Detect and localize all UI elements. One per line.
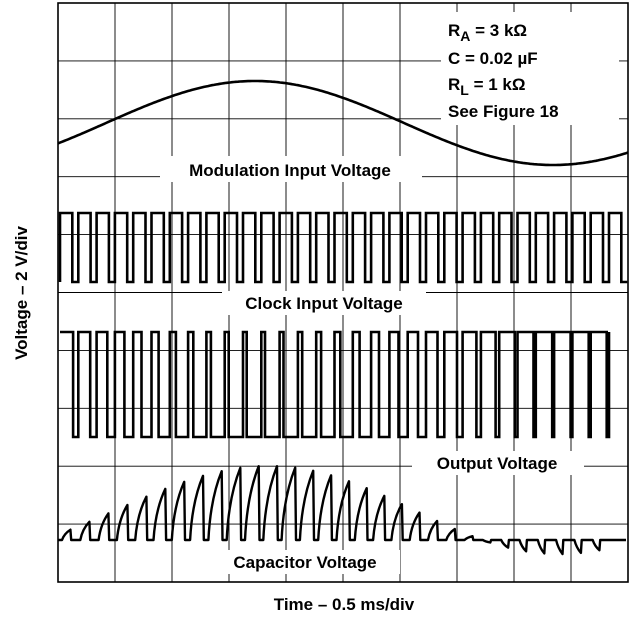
capacitor-waveform	[58, 465, 626, 556]
series-label-clock: Clock Input Voltage	[245, 294, 402, 313]
annotation-rl: RL = 1 kΩ	[448, 75, 525, 98]
modulation-input-waveform	[57, 79, 629, 167]
annotation-capacitance: C = 0.02 µF	[448, 49, 538, 68]
series-label-capacitor: Capacitor Voltage	[233, 553, 376, 572]
output-waveform	[60, 330, 611, 439]
annotation-bg	[441, 12, 619, 125]
label-bg-clock	[222, 291, 426, 315]
annotation-ra: RA = 3 kΩ	[448, 21, 527, 44]
series-label-modulation: Modulation Input Voltage	[189, 161, 391, 180]
label-bg-modulation	[160, 156, 422, 182]
label-bg-output	[412, 451, 584, 475]
annotation-figure-ref: See Figure 18	[448, 102, 559, 121]
clock-input-waveform	[58, 211, 628, 284]
label-bg-capacitor	[210, 550, 400, 574]
x-axis-label: Time – 0.5 ms/div	[274, 595, 415, 614]
series-label-output: Output Voltage	[437, 454, 558, 473]
y-axis-label: Voltage – 2 V/div	[12, 226, 31, 360]
